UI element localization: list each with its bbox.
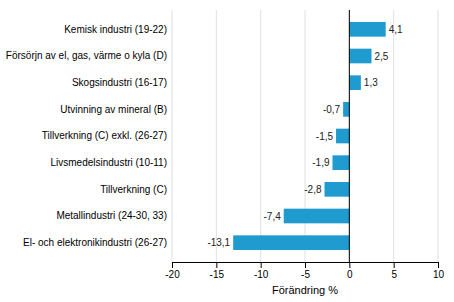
x-tick-label: -20 bbox=[165, 269, 180, 280]
data-label: 4,1 bbox=[389, 24, 403, 35]
data-label: 1,3 bbox=[364, 77, 378, 88]
x-tick: -5 bbox=[301, 262, 310, 280]
y-tick: Försörjn av el, gas, värme o kyla (D) bbox=[6, 50, 172, 61]
y-tick-label: El- och elektronikindustri (26-27) bbox=[23, 237, 167, 248]
x-tick-label: -5 bbox=[301, 269, 310, 280]
zero-line bbox=[349, 10, 350, 262]
y-tick: Kemisk industri (19-22) bbox=[64, 24, 172, 35]
y-tick-label: Kemisk industri (19-22) bbox=[64, 24, 167, 35]
x-tick-mark bbox=[261, 262, 262, 268]
y-tick-label: Skogsindustri (16-17) bbox=[72, 77, 167, 88]
x-tick: 0 bbox=[347, 262, 353, 280]
x-tick-mark bbox=[172, 262, 173, 268]
x-tick: 5 bbox=[391, 262, 397, 280]
y-tick-label: Metallindustri (24-30, 33) bbox=[56, 210, 167, 221]
x-axis: -20 -15 -10 -5 0 5 10 bbox=[165, 262, 444, 280]
bar bbox=[233, 235, 349, 250]
x-tick: 10 bbox=[433, 262, 445, 280]
chart-container: -20 -15 -10 -5 0 5 10 El- och elektronikindustr… bbox=[0, 0, 454, 302]
data-label: -13,1 bbox=[207, 237, 230, 248]
x-tick-mark bbox=[394, 262, 395, 268]
y-tick: El- och elektronikindustri (26-27) bbox=[23, 237, 172, 248]
x-tick-label: -10 bbox=[254, 269, 269, 280]
y-tick-label: Utvinning av mineral (B) bbox=[60, 104, 167, 115]
bar bbox=[336, 129, 349, 144]
data-label: -1,9 bbox=[312, 157, 330, 168]
grid-line bbox=[305, 10, 306, 262]
y-axis: El- och elektronikindustri (26-27) Metall… bbox=[6, 24, 172, 248]
bar bbox=[332, 155, 349, 170]
x-tick-mark bbox=[349, 262, 350, 268]
x-tick-mark bbox=[216, 262, 217, 268]
x-tick-mark bbox=[305, 262, 306, 268]
x-tick: -15 bbox=[210, 262, 225, 280]
data-label: -7,4 bbox=[263, 211, 281, 222]
x-axis-line bbox=[173, 263, 439, 269]
bar bbox=[284, 209, 350, 224]
y-tick: Livsmedelsindustri (10-11) bbox=[50, 157, 172, 168]
y-tick: Tillverkning (C) exkl. (26-27) bbox=[42, 130, 172, 141]
bar bbox=[349, 22, 385, 37]
x-tick-mark bbox=[438, 262, 439, 268]
x-tick-label: 5 bbox=[391, 269, 397, 280]
x-tick: -20 bbox=[165, 262, 180, 280]
grid-line bbox=[393, 10, 394, 262]
grid bbox=[172, 10, 438, 262]
bar bbox=[349, 75, 361, 90]
grid-line bbox=[260, 10, 261, 262]
grid-line bbox=[349, 10, 350, 262]
data-label: -0,7 bbox=[323, 104, 341, 115]
y-tick: Metallindustri (24-30, 33) bbox=[56, 210, 172, 221]
y-tick-label: Tillverkning (C) exkl. (26-27) bbox=[42, 130, 167, 141]
y-tick-label: Tillverkning (C) bbox=[100, 184, 167, 195]
x-tick-label: 0 bbox=[347, 269, 353, 280]
grid-line bbox=[172, 10, 173, 262]
y-tick-label: Försörjn av el, gas, värme o kyla (D) bbox=[6, 50, 167, 61]
y-tick-label: Livsmedelsindustri (10-11) bbox=[50, 157, 167, 168]
chart-svg: -20 -15 -10 -5 0 5 10 El- och elektronikindustr… bbox=[0, 0, 454, 302]
y-tick: Skogsindustri (16-17) bbox=[72, 77, 172, 88]
bar bbox=[343, 102, 349, 117]
bars bbox=[233, 22, 386, 250]
data-label: -1,5 bbox=[316, 131, 334, 142]
x-tick-label: -15 bbox=[210, 269, 225, 280]
grid-line bbox=[438, 10, 439, 262]
grid-line bbox=[216, 10, 217, 262]
y-tick: Tillverkning (C) bbox=[100, 184, 172, 195]
x-tick: -10 bbox=[254, 262, 269, 280]
data-label: 2,5 bbox=[375, 51, 389, 62]
plot: -20 -15 -10 -5 0 5 10 El- och elektronikindustr… bbox=[6, 10, 445, 296]
bar bbox=[325, 182, 350, 197]
x-axis-title: Förändring % bbox=[272, 284, 338, 296]
bar bbox=[349, 49, 371, 64]
data-labels: -13,1 -7,4 -2,8 -1,9 -1,5 -0,7 1,3 2,5 4,1 bbox=[207, 24, 403, 248]
x-tick-label: 10 bbox=[433, 269, 445, 280]
data-label: -2,8 bbox=[304, 184, 322, 195]
y-tick: Utvinning av mineral (B) bbox=[60, 104, 172, 115]
